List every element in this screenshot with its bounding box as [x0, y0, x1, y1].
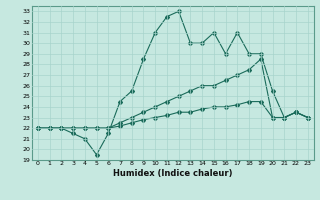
X-axis label: Humidex (Indice chaleur): Humidex (Indice chaleur)	[113, 169, 233, 178]
